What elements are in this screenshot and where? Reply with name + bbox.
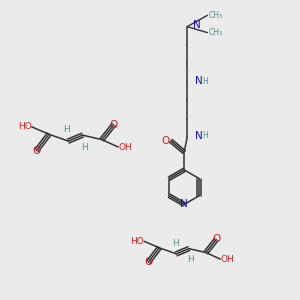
Text: O: O bbox=[110, 120, 118, 130]
Text: N: N bbox=[180, 200, 188, 209]
Text: H: H bbox=[202, 131, 208, 140]
Text: N: N bbox=[196, 76, 203, 86]
Text: H: H bbox=[202, 77, 208, 86]
Text: O: O bbox=[32, 146, 40, 156]
Text: CH₃: CH₃ bbox=[209, 28, 223, 37]
Text: OH: OH bbox=[118, 142, 132, 152]
Text: HO: HO bbox=[18, 122, 32, 131]
Text: H: H bbox=[63, 125, 70, 134]
Text: N: N bbox=[193, 20, 200, 31]
Text: CH₃: CH₃ bbox=[209, 11, 223, 20]
Text: H: H bbox=[81, 142, 87, 152]
Text: HO: HO bbox=[130, 237, 144, 246]
Text: H: H bbox=[172, 239, 178, 248]
Text: H: H bbox=[187, 255, 194, 264]
Text: O: O bbox=[212, 235, 220, 244]
Text: OH: OH bbox=[220, 255, 234, 264]
Text: N: N bbox=[196, 131, 203, 141]
Text: O: O bbox=[144, 257, 152, 267]
Text: O: O bbox=[161, 136, 169, 146]
